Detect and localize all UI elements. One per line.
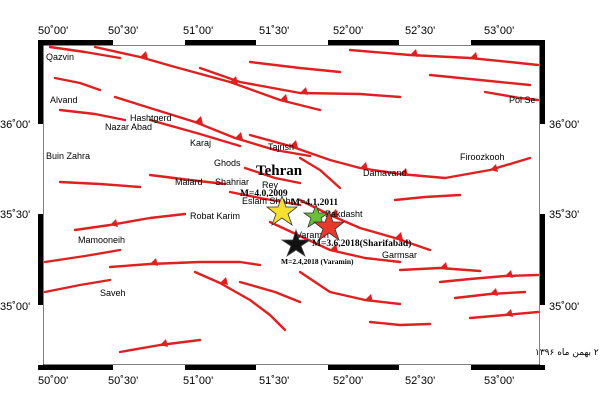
place-robat-karim: Robat Karim — [190, 211, 240, 221]
quake-star-2018-varamin — [280, 228, 312, 258]
quake-label-2018-sharifabad: M=3.6,2018(Sharifabad) — [312, 238, 411, 249]
lat-label: 35˚00' — [0, 301, 30, 313]
map-border — [38, 40, 545, 370]
place-tajrish: Tajrish — [268, 142, 294, 152]
lon-label: 50˚30' — [108, 25, 138, 37]
place-firoozkooh: Firoozkooh — [460, 152, 505, 162]
lat-label: 36˚00' — [549, 119, 579, 131]
lon-label: 50˚00' — [38, 375, 68, 387]
quake-star-2018-sharifabad — [312, 209, 346, 242]
place-labels: Qazvin Alvand Hashtgerd Nazar Abad Buin … — [46, 52, 536, 298]
earthquake-markers — [265, 194, 346, 258]
lon-label: 53˚00' — [484, 375, 514, 387]
place-varamin: Varamin — [296, 230, 329, 240]
lat-label: 35˚30' — [0, 209, 30, 221]
place-garmsar: Garmsar — [382, 250, 417, 260]
place-rey: Rey — [262, 180, 279, 190]
map-credit: جمیله واسفانی فراهانی،۲۱ بهمن ماه ۱۳۹۶ — [535, 348, 600, 358]
place-alvand: Alvand — [50, 95, 78, 105]
lat-label: 35˚30' — [549, 209, 579, 221]
map-area — [42, 44, 541, 366]
lon-labels-top: 50˚00' 50˚30' 51˚00' 51˚30' 52˚00' 52˚30… — [38, 25, 514, 37]
quake-label-2009: M=4.0,2009 — [240, 189, 288, 199]
lon-label: 52˚30' — [405, 25, 435, 37]
place-nazar-abad: Nazar Abad — [105, 122, 152, 132]
place-eslam-shahr: Eslam Shahr — [242, 196, 294, 206]
lon-label: 52˚00' — [333, 25, 363, 37]
lon-label: 50˚30' — [108, 375, 138, 387]
thrust-teeth — [110, 49, 513, 347]
lon-label: 51˚00' — [183, 375, 213, 387]
lon-label: 52˚00' — [333, 375, 363, 387]
lat-label: 36˚00' — [0, 119, 30, 131]
lon-labels-bottom: 50˚00' 50˚30' 51˚00' 51˚30' 52˚00' 52˚30… — [38, 375, 514, 387]
lon-label: 53˚00' — [484, 25, 514, 37]
lon-label: 50˚00' — [38, 25, 68, 37]
place-damavand: Damavand — [363, 168, 407, 178]
lon-label: 51˚00' — [183, 25, 213, 37]
lat-labels-left: 36˚00' 35˚30' 35˚00' — [0, 119, 30, 313]
place-saveh: Saveh — [100, 288, 126, 298]
place-pol-sefid: Pol Se — [509, 95, 536, 105]
lat-label: 35˚00' — [549, 301, 579, 313]
lon-label: 51˚30' — [259, 25, 289, 37]
place-buin-zahra: Buin Zahra — [46, 151, 90, 161]
place-tehran: Tehran — [256, 163, 303, 179]
earthquake-labels: M=4.0,2009 M=4.1,2011 M=3.6,2018(Sharifa… — [240, 189, 411, 266]
quake-label-2011: M=4.1,2011 — [291, 198, 338, 208]
quake-label-2018-varamin: M=2.4,2018 (Varamin) — [281, 257, 354, 266]
place-malard: Malard — [175, 177, 203, 187]
place-hashtgerd: Hashtgerd — [130, 113, 172, 123]
place-mamooneih: Mamooneih — [78, 235, 125, 245]
lon-label: 51˚30' — [259, 375, 289, 387]
lon-label: 52˚30' — [405, 375, 435, 387]
place-karaj: Karaj — [190, 138, 211, 148]
lat-labels-right: 36˚00' 35˚30' 35˚00' — [549, 119, 579, 313]
place-shahriar: Shahriar — [215, 177, 249, 187]
place-pakdasht: Pakdasht — [325, 209, 363, 219]
place-qazvin: Qazvin — [46, 52, 74, 62]
quake-star-2009 — [265, 194, 299, 227]
place-ghods: Ghods — [214, 158, 241, 168]
